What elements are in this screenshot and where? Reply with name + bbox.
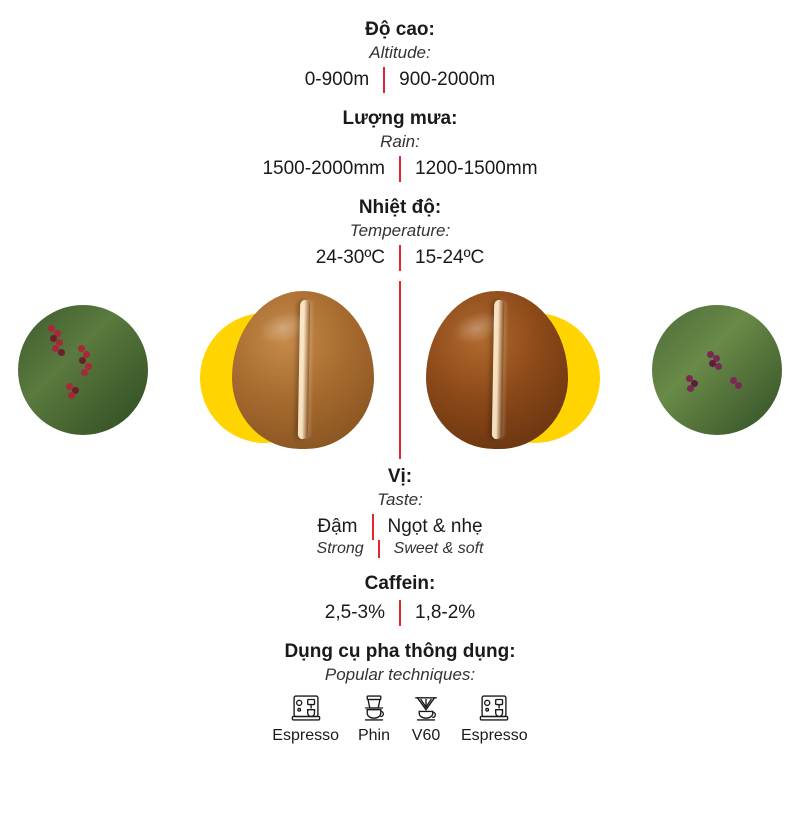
technique-phin: Phin bbox=[357, 691, 391, 745]
temperature-label-en: Temperature: bbox=[0, 220, 800, 241]
taste-right-vn: Ngọt & nhẹ bbox=[374, 514, 497, 540]
espresso-machine-icon bbox=[477, 691, 511, 725]
taste-left-vn: Đậm bbox=[303, 514, 371, 540]
temperature-left: 24-30ºC bbox=[302, 245, 399, 271]
technique-v60: V60 bbox=[409, 691, 443, 745]
taste-label-vn: Vị: bbox=[0, 465, 800, 489]
temperature-right: 15-24ºC bbox=[401, 245, 498, 271]
caffeine-right: 1,8-2% bbox=[401, 600, 489, 626]
coffee-bean-icon bbox=[232, 291, 374, 449]
section-altitude: Độ cao: Altitude: 0-900m 900-2000m bbox=[0, 18, 800, 93]
center-divider bbox=[399, 281, 401, 459]
rain-label-vn: Lượng mưa: bbox=[0, 107, 800, 131]
taste-values-en: Strong Sweet & soft bbox=[0, 540, 800, 558]
plant-photo-left bbox=[18, 305, 148, 435]
technique-label: Espresso bbox=[272, 727, 339, 745]
technique-label: Espresso bbox=[461, 727, 528, 745]
altitude-label-vn: Độ cao: bbox=[0, 18, 800, 42]
taste-left-en: Strong bbox=[303, 540, 378, 558]
section-taste: Vị: Taste: Đậm Ngọt & nhẹ Strong Sweet &… bbox=[0, 465, 800, 558]
rain-label-en: Rain: bbox=[0, 131, 800, 152]
techniques-row: Espresso Phin bbox=[0, 691, 800, 745]
technique-espresso-left: Espresso bbox=[272, 691, 339, 745]
technique-label: V60 bbox=[412, 727, 440, 745]
altitude-right: 900-2000m bbox=[385, 67, 509, 93]
bean-right bbox=[412, 285, 582, 455]
technique-espresso-right: Espresso bbox=[461, 691, 528, 745]
bean-image-row bbox=[0, 285, 800, 455]
rain-right: 1200-1500mm bbox=[401, 156, 552, 182]
altitude-left: 0-900m bbox=[291, 67, 383, 93]
taste-right-en: Sweet & soft bbox=[380, 540, 498, 558]
techniques-label-vn: Dụng cụ pha thông dụng: bbox=[0, 640, 800, 664]
bean-left bbox=[218, 285, 388, 455]
section-temperature: Nhiệt độ: Temperature: 24-30ºC 15-24ºC bbox=[0, 196, 800, 271]
techniques-label-en: Popular techniques: bbox=[0, 664, 800, 685]
taste-values-vn: Đậm Ngọt & nhẹ bbox=[0, 514, 800, 540]
section-rain: Lượng mưa: Rain: 1500-2000mm 1200-1500mm bbox=[0, 107, 800, 182]
altitude-label-en: Altitude: bbox=[0, 42, 800, 63]
rain-values: 1500-2000mm 1200-1500mm bbox=[0, 156, 800, 182]
caffeine-left: 2,5-3% bbox=[311, 600, 399, 626]
caffeine-label: Caffein: bbox=[0, 572, 800, 596]
espresso-machine-icon bbox=[289, 691, 323, 725]
section-caffeine: Caffein: 2,5-3% 1,8-2% bbox=[0, 572, 800, 626]
temperature-label-vn: Nhiệt độ: bbox=[0, 196, 800, 220]
taste-label-en: Taste: bbox=[0, 489, 800, 510]
technique-label: Phin bbox=[358, 727, 390, 745]
infographic-root: Độ cao: Altitude: 0-900m 900-2000m Lượng… bbox=[0, 0, 800, 745]
temperature-values: 24-30ºC 15-24ºC bbox=[0, 245, 800, 271]
v60-icon bbox=[409, 691, 443, 725]
phin-icon bbox=[357, 691, 391, 725]
altitude-values: 0-900m 900-2000m bbox=[0, 67, 800, 93]
plant-photo-right bbox=[652, 305, 782, 435]
section-techniques: Dụng cụ pha thông dụng: Popular techniqu… bbox=[0, 640, 800, 745]
rain-left: 1500-2000mm bbox=[248, 156, 399, 182]
caffeine-values: 2,5-3% 1,8-2% bbox=[0, 600, 800, 626]
